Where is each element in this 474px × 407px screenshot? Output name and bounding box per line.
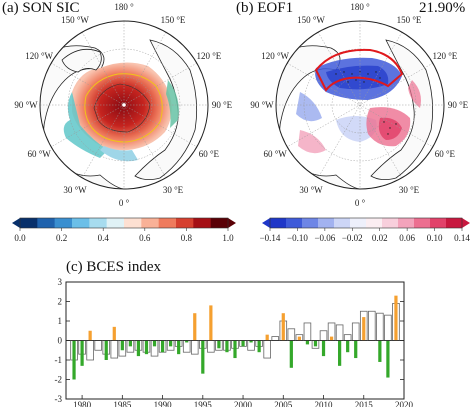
index-bar [271,336,280,341]
bces-bars [70,295,400,380]
negative-bar [144,340,149,355]
positive-bar [394,295,398,341]
negative-bar [217,340,221,349]
positive-bar [297,336,301,341]
index-bar [351,322,360,341]
x-tick-label: 2015 [355,400,374,407]
positive-bar [329,336,334,341]
positive-bar [265,334,269,341]
index-bar [376,312,384,341]
negative-bar [354,340,358,359]
index-bar [303,322,312,341]
negative-bar [321,340,326,357]
positive-bar [209,305,213,341]
index-bar [384,314,392,341]
negative-bar [386,340,390,378]
index-bar [343,334,352,341]
positive-bar [112,326,116,341]
x-tick-label: 1990 [154,400,173,407]
negative-bar [378,340,382,362]
negative-bar [257,340,261,353]
negative-bar [313,340,318,347]
negative-bar [241,340,245,347]
negative-bar [72,340,76,380]
negative-bar [160,340,165,353]
negative-bar [185,340,189,343]
negative-bar [346,340,350,353]
x-tick-label: 1995 [194,400,213,407]
negative-bar [225,340,229,353]
positive-bar [88,330,92,341]
index-bar [94,340,102,351]
index-bar [263,340,271,359]
x-tick-label: 2020 [395,400,414,407]
y-axis-ticks: -3 -2 -1 0 1 2 3 [55,277,404,404]
x-axis-ticks: 1980 1985 1990 1995 2000 2005 2010 2015 2020 [73,395,414,407]
negative-bar [152,340,157,347]
negative-bar [120,340,124,351]
negative-bar [169,340,173,347]
negative-bar [249,340,253,343]
index-bar [190,340,199,355]
negative-bar [289,340,293,368]
positive-bar [193,313,197,341]
index-bar [207,340,215,353]
x-tick-label: 2010 [315,400,334,407]
index-bar [319,330,328,341]
y-tick-label: -1 [55,355,63,365]
negative-bar [338,340,342,366]
x-tick-label: 1985 [113,400,132,407]
index-bar [287,328,296,341]
y-tick-label: 0 [58,336,63,346]
negative-bar [233,340,237,359]
positive-bar [362,317,366,341]
panel-b-variance: 21.90% [419,0,466,16]
y-tick-label: -3 [55,394,63,404]
x-tick-label: 1980 [73,400,92,407]
y-tick-label: 1 [58,316,63,326]
panel-a-title: (a) SON SIC [2,0,80,16]
panel-c-title: (c) BCES index [66,259,161,275]
positive-bar [281,313,285,341]
index-bar [335,324,344,341]
panel-b-title: (b) EOF1 [236,0,294,16]
y-tick-label: -2 [55,375,63,385]
negative-bar [136,340,141,357]
y-tick-label: 2 [58,297,63,307]
negative-bar [201,340,205,374]
index-bar [368,310,376,341]
negative-bar [177,340,181,355]
y-tick-label: 3 [58,277,63,287]
negative-bar [305,340,310,345]
negative-bar [104,340,108,360]
x-tick-label: 2000 [234,400,253,407]
index-bar [86,340,94,361]
x-tick-label: 2005 [274,400,293,407]
negative-bar [128,340,132,347]
index-bar [110,340,119,359]
negative-bar [80,340,84,366]
